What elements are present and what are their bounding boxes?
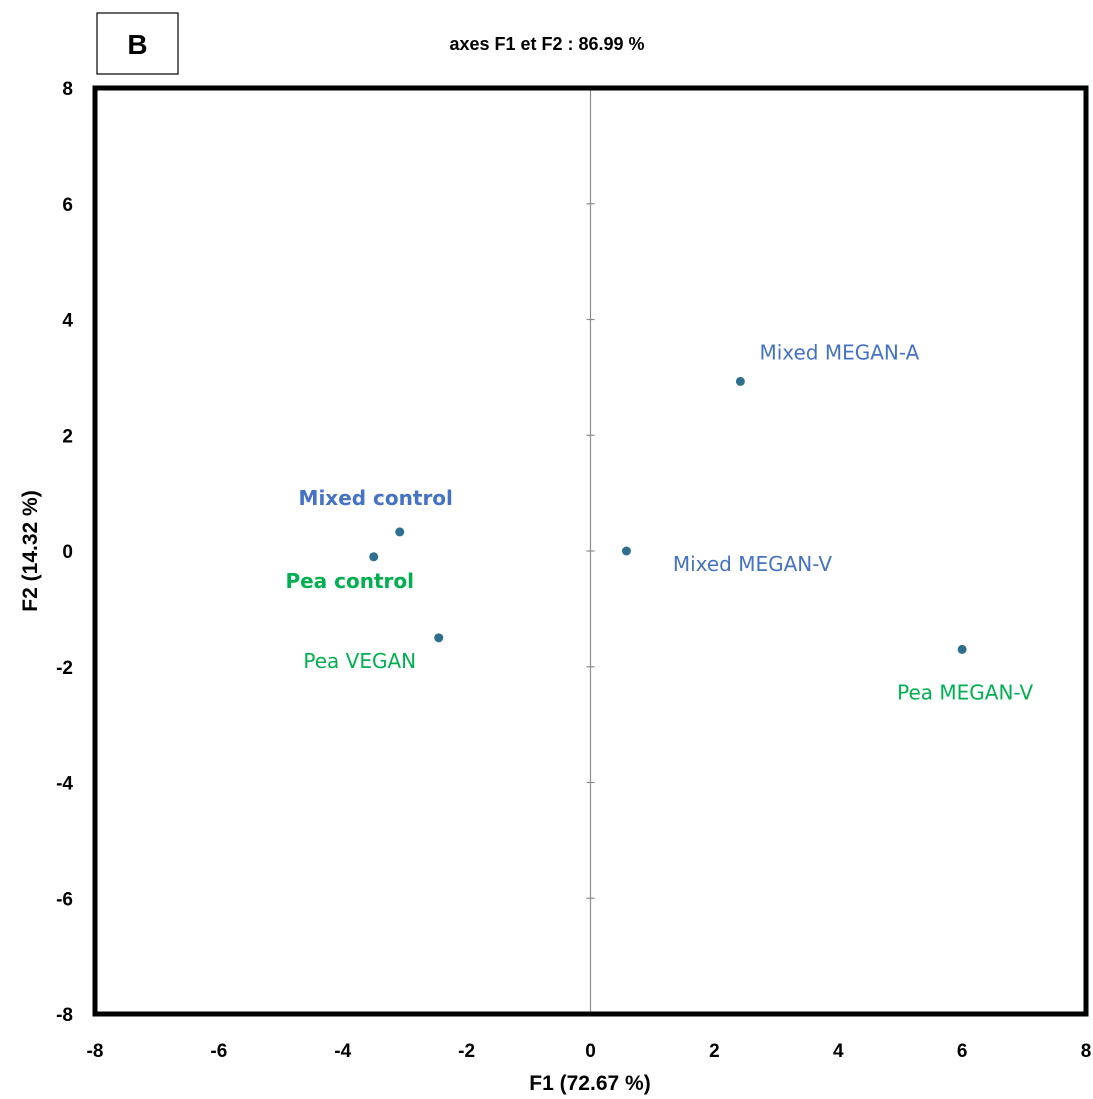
data-point-label: Pea VEGAN <box>303 649 416 673</box>
y-tick-label: -8 <box>56 1005 73 1026</box>
data-point <box>434 633 444 643</box>
plot-area-frame <box>92 85 1089 1017</box>
x-tick-label: 0 <box>585 1041 596 1062</box>
data-point <box>957 644 967 654</box>
y-tick-label: -6 <box>56 889 73 910</box>
data-point <box>395 527 405 537</box>
data-point-label: Pea MEGAN-V <box>897 680 1033 704</box>
data-point <box>369 552 379 562</box>
data-point-label: Mixed MEGAN-A <box>759 340 919 364</box>
x-tick-label: 6 <box>957 1041 968 1062</box>
y-tick-label: -4 <box>56 774 73 795</box>
y-tick-label: 0 <box>62 542 73 563</box>
data-points <box>369 376 967 654</box>
x-tick-label: 2 <box>709 1041 720 1062</box>
panel-label: B <box>127 29 147 60</box>
y-tick-label: 2 <box>62 426 73 447</box>
data-point-label: Mixed MEGAN-V <box>673 552 832 576</box>
data-point-label: Mixed control <box>299 486 453 510</box>
y-tick-label: 8 <box>62 79 73 100</box>
x-tick-label: 4 <box>833 1041 844 1062</box>
chart-title: axes F1 et F2 : 86.99 % <box>449 34 644 54</box>
x-tick-label: 8 <box>1081 1041 1092 1062</box>
data-point-label: Pea control <box>285 569 414 593</box>
x-tick-label: -4 <box>334 1041 351 1062</box>
x-tick-label: -6 <box>210 1041 227 1062</box>
zero-axes <box>586 88 595 1014</box>
y-tick-label: -2 <box>56 658 73 679</box>
y-axis-title: F2 (14.32 %) <box>19 490 42 611</box>
data-point <box>621 546 631 556</box>
x-tick-label: -2 <box>458 1041 475 1062</box>
panel-label-box <box>96 12 179 75</box>
y-tick-label: 6 <box>62 195 73 216</box>
tick-labels: -8 -6 -4 -2 0 2 4 6 8 -8 -6 -4 -2 0 2 4 6 8 <box>56 79 1091 1062</box>
x-tick-label: -8 <box>87 1041 104 1062</box>
y-tick-label: 4 <box>62 311 73 332</box>
data-point-labels: Mixed control Pea control Pea VEGAN Mixed M… <box>285 340 1033 704</box>
data-point <box>735 376 745 386</box>
x-axis-title: F1 (72.67 %) <box>529 1072 650 1095</box>
